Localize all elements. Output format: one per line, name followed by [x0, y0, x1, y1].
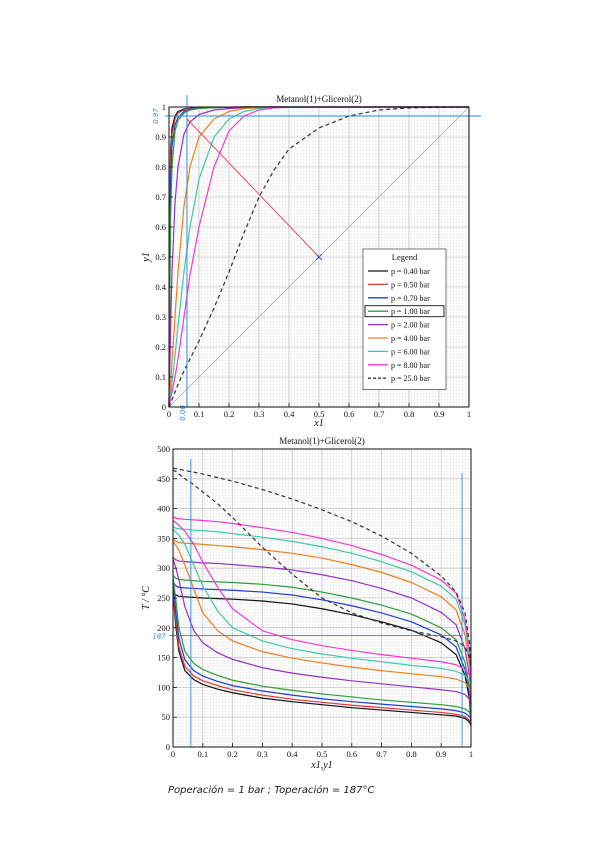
y-tick-label: 0.5 [155, 252, 166, 262]
handwritten-x-mark: 0.06 [179, 405, 187, 421]
y-tick-label: 1 [162, 102, 166, 112]
handwritten-operating-conditions: Poperación = 1 bar ; Toperación = 187°C [168, 784, 374, 796]
legend-entry: p = 25.0 bar [391, 374, 430, 383]
y-tick-label: 250 [157, 593, 170, 603]
x-tick-label: 0.6 [344, 409, 355, 419]
ticks: 0 0.1 0.2 0.3 0.4 0.5 0.6 0.7 0.8 0.9 1 0 50 100 150 20… [157, 444, 473, 759]
y-tick-label: 0 [162, 402, 166, 412]
y-tick-label: 100 [157, 682, 170, 692]
series-line [172, 557, 472, 705]
legend: Legend p = 0.40 bar p = 0.50 bar p = 0.70 b… [362, 248, 447, 391]
chart-title: Metanol(1)+Glicerol(2) [279, 436, 365, 446]
y-tick-label: 450 [157, 474, 170, 484]
x-tick-label: 0.2 [227, 749, 238, 759]
y-tick-label: 50 [162, 712, 171, 722]
legend-entry: p = 4.00 bar [391, 334, 430, 343]
y-tick-label: 0.4 [155, 282, 166, 292]
y-tick-label: 200 [157, 623, 170, 633]
series-line [172, 525, 472, 688]
x-tick-label: 0 [171, 749, 175, 759]
legend-entry: p = 6.00 bar [391, 347, 430, 356]
x-tick-label: 0.4 [284, 409, 295, 419]
legend-entry: p = 0.70 bar [391, 294, 430, 303]
series-line [172, 469, 472, 667]
series-group [172, 467, 472, 726]
y-tick-label: 400 [157, 504, 170, 514]
x-axis-label: x1,y1 [310, 760, 332, 771]
x-tick-label: 0.1 [197, 749, 208, 759]
series-line [172, 577, 472, 717]
x-tick-label: 0.9 [434, 409, 445, 419]
series-line [172, 590, 472, 726]
x-tick-label: 0.5 [317, 749, 328, 759]
series-line [172, 581, 472, 720]
x-tick-label: 0.1 [194, 409, 205, 419]
legend-highlight-box [364, 305, 445, 318]
handwritten-y-mark: 0.97 [152, 108, 160, 124]
chart-txy-diagram: 187 0 0.1 0.2 0.3 0.4 0.5 0.6 0.7 0.8 0.9 1 0 50 100 1… [141, 436, 473, 771]
y-tick-label: 150 [157, 653, 170, 663]
x-tick-label: 1 [467, 409, 471, 419]
legend-entry: p = 0.50 bar [391, 280, 430, 289]
y-tick-label: 0.8 [155, 162, 166, 172]
x-axis-label: x1 [313, 418, 323, 429]
y-tick-label: 0.9 [155, 132, 166, 142]
series-line [172, 539, 472, 694]
y-tick-label: 350 [157, 533, 170, 543]
series-line [172, 583, 472, 720]
ticks: 0 0.1 0.2 0.3 0.4 0.5 0.6 0.7 0.8 0.9 1 0 0.1 0.2 0.3 0… [155, 102, 471, 419]
y-axis-label: y1 [141, 252, 152, 262]
x-tick-label: 0.3 [254, 409, 265, 419]
series-line [172, 574, 472, 717]
x-tick-label: 0.5 [314, 409, 325, 419]
x-tick-label: 0.8 [406, 749, 417, 759]
series-line [172, 520, 472, 682]
legend-title: Legend [392, 252, 418, 262]
y-tick-label: 0.6 [155, 222, 166, 232]
series-line [172, 541, 472, 694]
y-tick-label: 500 [157, 444, 170, 454]
x-tick-label: 0.3 [257, 749, 268, 759]
annotations: 0.97 0.06 [152, 95, 481, 421]
x-tick-label: 0.7 [376, 749, 387, 759]
x-tick-label: 0.7 [374, 409, 385, 419]
series-line [172, 529, 472, 688]
annotations: 187 [152, 459, 463, 747]
y-tick-label: 300 [157, 563, 170, 573]
series-line [172, 559, 472, 705]
series-line [172, 587, 472, 724]
series-line [168, 106, 470, 408]
legend-box [362, 248, 447, 391]
y-axis-label: T / °C [141, 586, 152, 610]
x-tick-label: 0.6 [346, 749, 357, 759]
x-tick-label: 0.2 [224, 409, 235, 419]
y-tick-label: 0.2 [155, 342, 166, 352]
x-tick-label: 0.4 [287, 749, 298, 759]
tie-line [186, 118, 320, 258]
marker-x [315, 253, 323, 261]
legend-entry: p = 1.00 bar [391, 307, 430, 316]
x-tick-label: 0 [167, 409, 171, 419]
chart-xy-equilibrium: 0.970.06 0 0.1 0.2 0.3 0.4 0.5 0.6 0.7 0.8 0.9 100… [141, 94, 481, 429]
x-tick-label: 0.9 [436, 749, 447, 759]
legend-entry: p = 8.00 bar [391, 361, 430, 370]
series-line [172, 591, 472, 726]
legend-entry: p = 2.00 bar [391, 321, 430, 330]
y-tick-label: 0.7 [155, 192, 166, 202]
x-tick-label: 0.8 [404, 409, 415, 419]
y-tick-label: 0.1 [155, 372, 166, 382]
legend-entry: p = 0.40 bar [391, 267, 430, 276]
handwritten-y-mark: 187 [152, 633, 166, 641]
chart-title: Metanol(1)+Glicerol(2) [276, 94, 362, 104]
y-tick-label: 0 [166, 742, 170, 752]
y-tick-label: 0.3 [155, 312, 166, 322]
series-line [172, 516, 472, 682]
x-tick-label: 1 [469, 749, 473, 759]
